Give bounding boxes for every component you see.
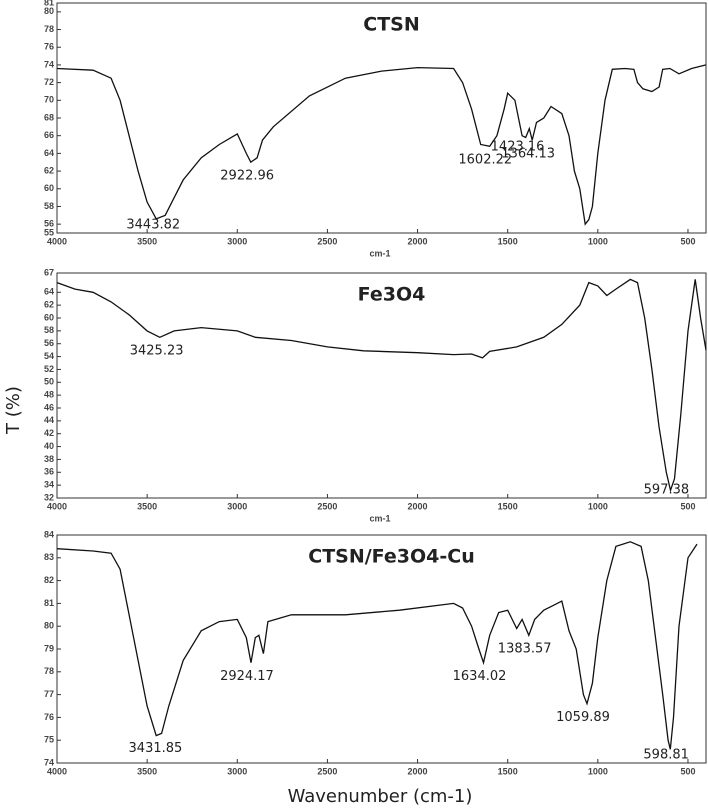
- x-unit-label: cm-1: [369, 513, 390, 523]
- x-tick-label: 4000: [47, 766, 67, 776]
- y-tick-label: 44: [44, 415, 54, 425]
- y-tick-label: 50: [44, 377, 54, 387]
- peak-label: 1383.57: [498, 642, 552, 657]
- panel-title: CTSN/Fe3O4-Cu: [308, 546, 474, 568]
- y-tick-label: 58: [44, 201, 54, 211]
- x-tick-label: 4000: [47, 236, 67, 246]
- peak-label: 1423.16: [491, 139, 545, 154]
- x-tick-label: 2500: [317, 236, 337, 246]
- y-tick-label: 66: [44, 130, 54, 140]
- x-tick-label: 3000: [227, 766, 247, 776]
- x-axis-label: Wavenumber (cm-1): [288, 786, 473, 807]
- panel-title: Fe3O4: [358, 284, 426, 306]
- peak-label: 2922.96: [220, 168, 274, 183]
- peak-label: 3443.82: [126, 218, 180, 233]
- y-tick-label: 77: [44, 689, 54, 699]
- y-tick-label: 46: [44, 402, 54, 412]
- x-tick-label: 1500: [498, 766, 518, 776]
- peak-label: 1364.13: [501, 147, 555, 162]
- y-tick-label: 55: [44, 227, 54, 237]
- x-tick-label: 1000: [588, 236, 608, 246]
- y-tick-label: 74: [44, 757, 54, 767]
- y-tick-label: 40: [44, 441, 54, 451]
- y-tick-label: 81: [44, 598, 54, 608]
- spectrum: [56, 541, 698, 750]
- y-tick-label: 38: [44, 454, 54, 464]
- y-tick-label: 82: [44, 575, 54, 585]
- y-tick-label: 54: [44, 351, 54, 361]
- y-tick-label: 79: [44, 643, 54, 653]
- peak-label: 3431.85: [129, 741, 183, 756]
- x-tick-label: 1500: [498, 501, 518, 511]
- y-tick-label: 52: [44, 364, 54, 374]
- y-tick-label: 75: [44, 735, 54, 745]
- x-tick-label: 3000: [227, 501, 247, 511]
- y-axis-label: T (%): [3, 386, 24, 435]
- peak-label: 1602.22: [458, 153, 512, 168]
- x-tick-label: 3500: [137, 766, 157, 776]
- x-tick-label: 3500: [137, 236, 157, 246]
- x-tick-label: 2000: [408, 501, 428, 511]
- y-tick-label: 32: [44, 492, 54, 502]
- x-tick-label: 1000: [588, 501, 608, 511]
- x-tick-label: 3500: [137, 501, 157, 511]
- y-tick-label: 58: [44, 325, 54, 335]
- y-tick-label: 60: [44, 312, 54, 322]
- y-tick-label: 42: [44, 428, 54, 438]
- x-tick-label: 2500: [317, 766, 337, 776]
- x-unit-label: cm-1: [369, 248, 390, 258]
- y-tick-label: 68: [44, 112, 54, 122]
- y-tick-label: 83: [44, 552, 54, 562]
- y-tick-label: 80: [44, 6, 54, 16]
- peak-label: 3425.23: [130, 343, 184, 358]
- plot-frame: [56, 272, 707, 499]
- spectrum: [56, 278, 707, 493]
- x-tick-label: 4000: [47, 501, 67, 511]
- x-tick-label: 2000: [408, 236, 428, 246]
- y-tick-label: 78: [44, 24, 54, 34]
- plot-frame: [56, 2, 707, 234]
- y-tick-label: 67: [44, 267, 54, 277]
- y-tick-label: 64: [44, 148, 54, 158]
- y-tick-label: 78: [44, 666, 54, 676]
- peak-label: 598.81: [643, 748, 689, 763]
- y-tick-label: 84: [44, 529, 54, 539]
- y-tick-label: 70: [44, 95, 54, 105]
- y-tick-label: 64: [44, 287, 54, 297]
- y-tick-label: 76: [44, 42, 54, 52]
- y-tick-label: 34: [44, 480, 54, 490]
- y-tick-label: 72: [44, 77, 54, 87]
- y-tick-label: 56: [44, 338, 54, 348]
- peak-label: 1634.02: [453, 669, 507, 684]
- y-tick-label: 48: [44, 390, 54, 400]
- y-tick-label: 74: [44, 59, 54, 69]
- peak-label: 1059.89: [556, 710, 610, 725]
- x-tick-label: 3000: [227, 236, 247, 246]
- panel-title: CTSN: [363, 14, 420, 36]
- y-tick-label: 76: [44, 712, 54, 722]
- y-tick-label: 81: [44, 0, 54, 7]
- y-tick-label: 36: [44, 467, 54, 477]
- x-tick-label: 2500: [317, 501, 337, 511]
- y-tick-label: 62: [44, 165, 54, 175]
- peak-label: 2924.17: [220, 669, 274, 684]
- x-tick-label: 1000: [588, 766, 608, 776]
- x-tick-label: 500: [680, 236, 695, 246]
- peak-label: 597.38: [644, 483, 690, 498]
- x-tick-label: 2000: [408, 766, 428, 776]
- y-tick-label: 60: [44, 183, 54, 193]
- spectrum: [56, 64, 707, 226]
- y-tick-label: 62: [44, 300, 54, 310]
- x-tick-label: 1500: [498, 236, 518, 246]
- x-tick-label: 500: [680, 501, 695, 511]
- x-tick-label: 500: [680, 766, 695, 776]
- y-tick-label: 56: [44, 219, 54, 229]
- y-tick-label: 80: [44, 621, 54, 631]
